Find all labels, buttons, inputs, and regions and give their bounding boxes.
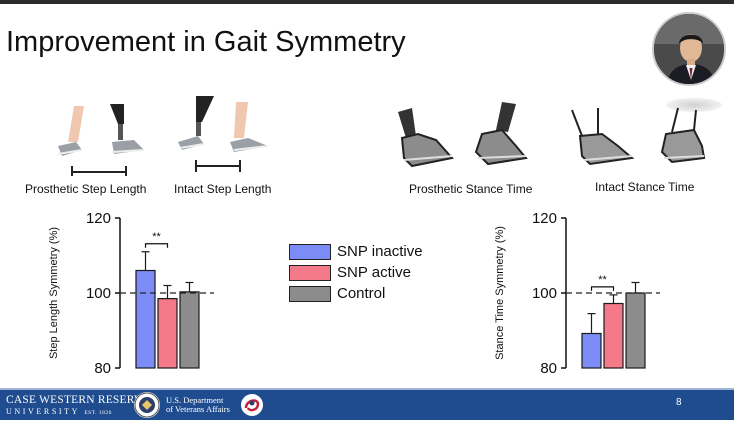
legend-item: Control [289, 283, 423, 304]
significance-label: ** [152, 231, 161, 243]
cwru-name-bottom: UNIVERSITY EST. 1826 [6, 406, 149, 417]
bottom-strip [0, 420, 734, 427]
intact-stance-illustration [568, 106, 708, 174]
prosthetic-step-length-label: Prosthetic Step Length [25, 182, 147, 196]
y-tick-label: 80 [94, 360, 111, 377]
intact-step-length-label: Intact Step Length [174, 182, 272, 196]
prosthetic-stance-illustration [392, 100, 528, 174]
legend-item: SNP active [289, 262, 423, 283]
y-tick-label: 120 [86, 210, 111, 227]
intact-step-illustration [174, 92, 274, 178]
va-logo-text: U.S. Department of Veterans Affairs [166, 395, 230, 415]
significance-label: ** [598, 274, 607, 286]
top-bar [0, 0, 734, 4]
legend-swatch-control [289, 285, 331, 302]
legend-label: SNP inactive [337, 243, 423, 260]
va-line-2: of Veterans Affairs [166, 404, 230, 415]
chart-legend: SNP inactive SNP active Control [289, 241, 423, 304]
avatar-shadow [666, 98, 722, 112]
prosthetic-stance-time-label: Prosthetic Stance Time [409, 182, 533, 196]
va-seal-icon [134, 392, 160, 418]
legend-swatch-snp-active [289, 264, 331, 281]
bar-control [625, 292, 646, 369]
legend-swatch-snp-inactive [289, 243, 331, 260]
y-tick-label: 100 [86, 285, 111, 302]
footer-bar [0, 390, 734, 420]
stance-time-symmetry-chart: Stance Time Symmetry (%) 120 100 80 ** [494, 210, 660, 377]
y-tick-label: 80 [540, 360, 557, 377]
bar-snp-active [157, 298, 178, 369]
bar-snp-active [603, 302, 624, 369]
bar-snp-inactive [135, 269, 156, 369]
legend-item: SNP inactive [289, 241, 423, 262]
intact-stance-time-label: Intact Stance Time [595, 180, 695, 194]
y-axis-label: Step Length Symmetry (%) [48, 227, 60, 359]
va-line-1: U.S. Department [166, 395, 224, 405]
page-number: 8 [676, 397, 682, 408]
cwru-university: UNIVERSITY [6, 406, 80, 416]
prosthetic-step-illustration [52, 98, 152, 178]
bar-snp-inactive [581, 332, 602, 369]
step-length-symmetry-chart: Step Length Symmetry (%) 120 100 80 ** [48, 210, 214, 377]
cwru-est: EST. 1826 [84, 409, 112, 416]
significance-bracket [144, 243, 169, 248]
y-axis-label: Stance Time Symmetry (%) [494, 226, 506, 360]
partner-logo-icon [240, 392, 264, 418]
bar-control [179, 291, 200, 369]
presenter-avatar [652, 12, 726, 86]
y-tick-label: 100 [532, 285, 557, 302]
legend-label: Control [337, 285, 386, 302]
cwru-name-top: CASE WESTERN RESERVE [6, 394, 150, 406]
legend-label: SNP active [337, 264, 411, 281]
footer-divider [0, 388, 734, 390]
significance-bracket [590, 286, 615, 291]
y-tick-label: 120 [532, 210, 557, 227]
cwru-logo: CASE WESTERN RESERVE UNIVERSITY EST. 182… [6, 394, 150, 417]
slide-title: Improvement in Gait Symmetry [6, 26, 406, 58]
